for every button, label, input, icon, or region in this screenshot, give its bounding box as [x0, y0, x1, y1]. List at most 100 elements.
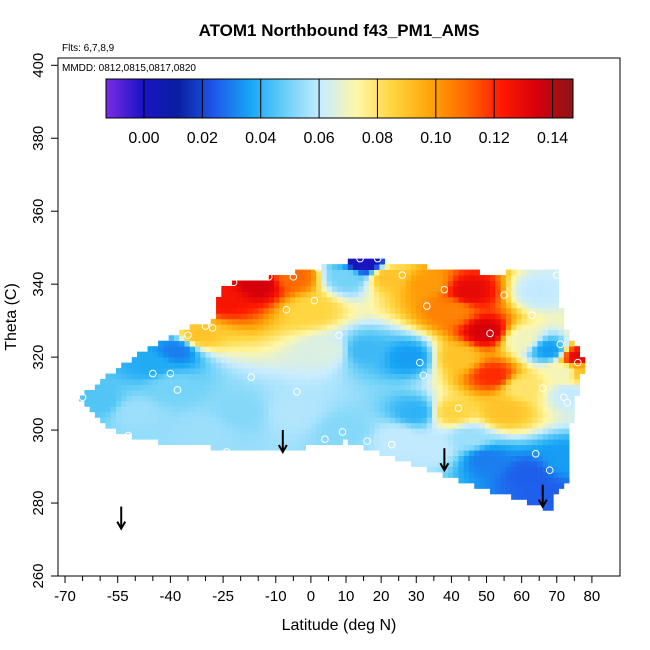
heatmap-cell: [458, 472, 465, 478]
heatmap-cell: [468, 296, 475, 303]
heatmap-cell: [184, 406, 191, 413]
heatmap-cell: [347, 428, 354, 435]
heatmap-cell: [553, 450, 559, 457]
heatmap-cell: [500, 379, 507, 385]
heatmap-cell: [168, 362, 175, 369]
heatmap-cell: [379, 406, 386, 413]
heatmap-cell: [258, 318, 264, 325]
heatmap-cell: [100, 389, 106, 396]
heatmap-cell: [326, 417, 333, 424]
heatmap-cell: [147, 384, 154, 391]
heatmap-cell: [558, 444, 565, 451]
heatmap-cell: [353, 417, 359, 424]
heatmap-cell: [131, 384, 138, 391]
heatmap-cell: [453, 411, 459, 418]
heatmap-cell: [231, 389, 238, 396]
heatmap-cell: [237, 400, 243, 407]
heatmap-cell: [163, 357, 170, 363]
colorbar-tick-label: 0.02: [187, 130, 218, 147]
heatmap-cell: [289, 357, 296, 363]
heatmap-cell: [268, 285, 275, 292]
heatmap-cell: [516, 318, 523, 325]
heatmap-cell: [216, 444, 222, 451]
heatmap-cell: [137, 373, 143, 380]
heatmap-cell: [511, 493, 517, 500]
heatmap-cell: [279, 291, 285, 298]
heatmap-cell: [521, 417, 528, 424]
heatmap-cell: [384, 291, 391, 298]
heatmap-cell: [374, 373, 380, 380]
heatmap-cell: [342, 422, 349, 429]
heatmap-cell: [516, 395, 523, 402]
heatmap-cell: [505, 362, 512, 369]
heatmap-cell: [326, 373, 333, 380]
heatmap-cell: [395, 422, 401, 429]
heatmap-cell: [242, 400, 249, 407]
heatmap-cell: [558, 466, 565, 473]
heatmap-cell: [542, 411, 549, 418]
heatmap-cell: [542, 324, 549, 331]
heatmap-cell: [205, 439, 212, 446]
heatmap-cell: [547, 455, 554, 462]
heatmap-cell: [505, 269, 512, 276]
heatmap-cell: [516, 340, 523, 347]
heatmap-cell: [511, 439, 517, 446]
heatmap-cell: [216, 379, 222, 385]
heatmap-cell: [337, 291, 343, 298]
heatmap-cell: [447, 269, 454, 276]
heatmap-cell: [263, 444, 270, 451]
heatmap-cell: [231, 406, 238, 413]
sample-point: [538, 384, 547, 392]
heatmap-cell: [379, 340, 386, 347]
heatmap-cell: [537, 329, 544, 336]
heatmap-cell: [442, 455, 449, 462]
heatmap-cell: [347, 362, 354, 369]
heatmap-cell: [421, 357, 428, 363]
heatmap-cell: [558, 411, 565, 418]
heatmap-cell: [389, 264, 396, 270]
heatmap-cell: [247, 296, 254, 303]
heatmap-cell: [321, 384, 328, 391]
heatmap-cell: [210, 406, 217, 413]
heatmap-cell: [416, 400, 422, 407]
heatmap-cell: [142, 357, 148, 363]
heatmap-cell: [532, 411, 538, 418]
heatmap-cell: [252, 379, 259, 385]
heatmap-cell: [500, 389, 507, 396]
heatmap-cell: [442, 395, 449, 402]
heatmap-cell: [463, 406, 470, 413]
heatmap-cell: [300, 433, 307, 440]
heatmap-cell: [173, 335, 180, 342]
heatmap-cell: [532, 357, 538, 363]
heatmap-cell: [168, 417, 175, 424]
heatmap-cell: [305, 275, 312, 281]
heatmap-cell: [547, 411, 554, 418]
heatmap-cell: [447, 455, 454, 462]
heatmap-cell: [237, 346, 243, 353]
heatmap-cell: [353, 285, 359, 292]
heatmap-cell: [468, 329, 475, 336]
heatmap-cell: [526, 351, 533, 358]
heatmap-cell: [511, 346, 517, 353]
colorbar-tick-label: 0.12: [479, 130, 510, 147]
heatmap-cell: [331, 373, 338, 380]
heatmap-cell: [400, 400, 407, 407]
heatmap-cell: [221, 302, 227, 309]
heatmap-cell: [558, 373, 565, 380]
heatmap-cell: [231, 379, 238, 385]
heatmap-cell: [547, 499, 554, 506]
heatmap-cell: [358, 400, 364, 407]
heatmap-cell: [490, 477, 496, 484]
heatmap-cell: [468, 450, 475, 457]
heatmap-cell: [252, 291, 259, 298]
heatmap-cell: [553, 362, 559, 369]
heatmap-cell: [184, 439, 191, 446]
heatmap-cell: [458, 433, 465, 440]
heatmap-cell: [563, 455, 570, 462]
heatmap-cell: [305, 373, 312, 380]
heatmap-cell: [511, 313, 517, 320]
heatmap-cell: [358, 340, 364, 347]
heatmap-cell: [547, 329, 554, 336]
heatmap-cell: [310, 291, 317, 298]
heatmap-cell: [505, 389, 512, 396]
